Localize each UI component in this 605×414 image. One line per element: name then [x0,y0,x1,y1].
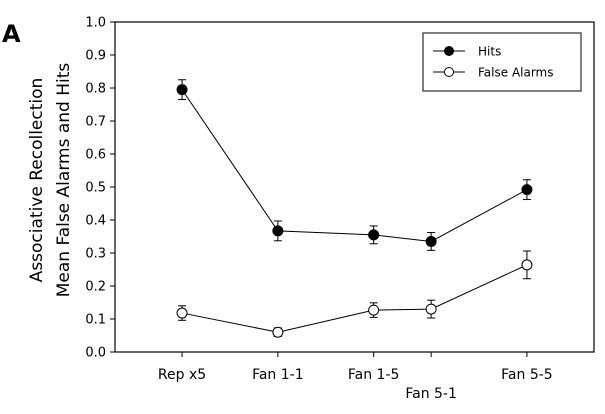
y-tick-label-4: 0.4 [85,214,106,229]
data-point-0-3 [425,235,437,247]
data-point-1-3 [425,303,437,315]
y-tick-label-6: 0.6 [85,148,106,163]
y-tick-label-0: 0.0 [85,346,106,361]
data-point-0-0 [176,84,188,96]
data-point-0-1 [272,225,284,237]
x-tick-label-0: Rep x5 [158,367,206,383]
y-axis-title: Associative Recollection Mean False Alar… [27,63,74,298]
series-0 [176,79,533,251]
x-tick-label-3: Fan 5-1 [405,386,457,402]
legend-label-0: Hits [478,45,501,59]
y-tick-label-1: 0.1 [85,313,106,328]
x-tick-label-2: Fan 1-5 [348,367,400,383]
series-1 [176,250,533,338]
y-tick-label-10: 1.0 [85,16,106,31]
y-tick-label-2: 0.2 [85,280,106,295]
legend: Hits False Alarms [422,32,582,92]
legend-box [422,32,582,92]
series-line-1 [181,264,528,333]
axes: 0.0 0.1 0.2 0.3 0.4 0.5 0.6 0.7 0.8 0.9 1.0 Rep x5 F… [85,16,595,402]
legend-marker-1 [444,67,454,77]
series-layer [176,79,533,338]
y-tick-label-7: 0.7 [85,115,106,130]
data-point-1-0 [176,307,188,319]
x-tick-label-1: Fan 1-1 [252,367,304,383]
y-tick-label-9: 0.9 [85,49,106,64]
legend-marker-0 [444,46,454,56]
panel-label: A [2,20,21,48]
data-point-0-4 [521,184,533,196]
y-tick-label-5: 0.5 [85,181,106,196]
data-point-1-4 [521,259,533,271]
y-axis-title-line2: Mean False Alarms and Hits [54,63,74,298]
data-point-1-2 [368,304,380,316]
y-axis-title-line1: Associative Recollection [27,78,47,283]
series-line-0 [181,89,528,242]
y-tick-label-3: 0.3 [85,247,106,262]
y-tick-label-8: 0.8 [85,82,106,97]
x-tick-label-4: Fan 5-5 [501,367,553,383]
legend-label-1: False Alarms [478,66,554,80]
data-point-0-2 [368,229,380,241]
data-point-1-1 [272,326,284,338]
